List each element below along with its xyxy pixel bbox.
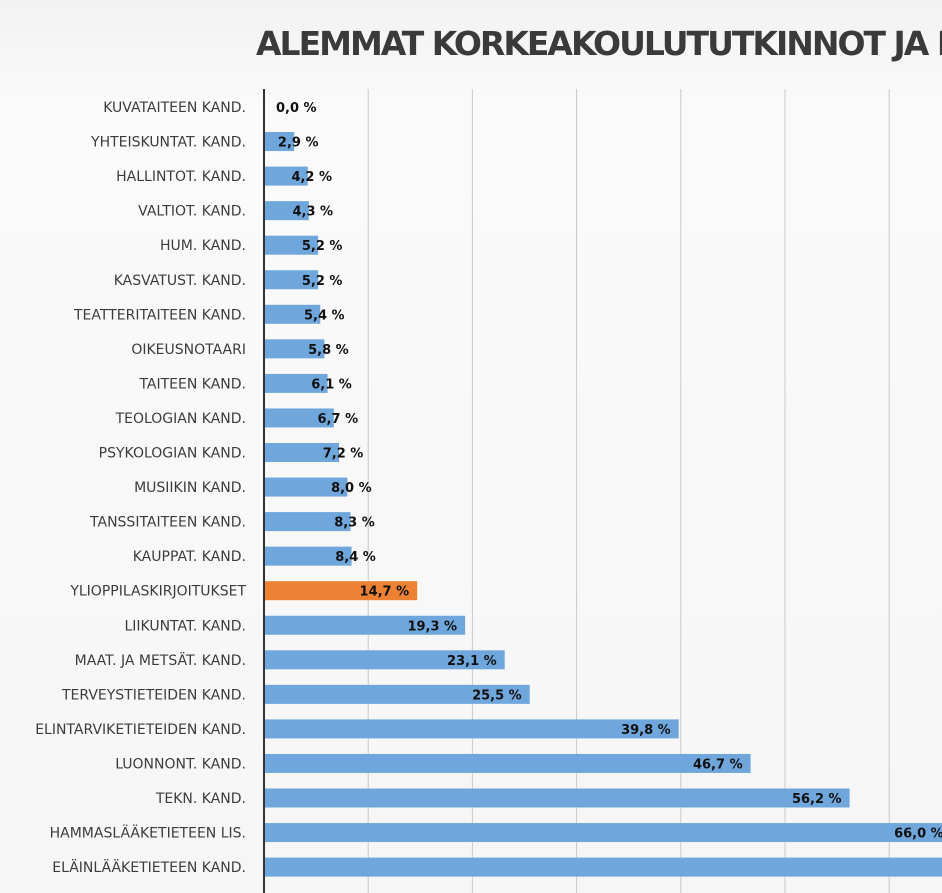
value-label: 4,3 % — [293, 205, 334, 220]
value-label: 14,7 % — [360, 585, 410, 600]
category-label: TANSSITAITEEN KAND. — [89, 515, 246, 531]
value-label: 56,2 % — [792, 792, 842, 807]
category-label: MAAT. JA METSÄT. KAND. — [75, 651, 246, 669]
bar — [264, 373, 328, 393]
bar — [264, 201, 309, 221]
category-label: KAUPPAT. KAND. — [133, 549, 246, 565]
category-label: ELÄINLÄÄKETIETEEN KAND. — [52, 858, 246, 876]
value-label: 0,0 % — [276, 101, 317, 116]
category-label: PSYKOLOGIAN KAND. — [99, 446, 246, 462]
category-label: MUSIIKIN KAND. — [134, 480, 246, 496]
category-label: KASVATUST. KAND. — [114, 273, 246, 289]
category-label: YLIOPPILASKIRJOITUKSET — [69, 584, 246, 600]
value-label: 23,1 % — [447, 654, 497, 669]
category-label: LIIKUNTAT. KAND. — [124, 618, 246, 634]
chart-title: ALEMMAT KORKEAKOULUTUTKINNOT JA KE — [256, 24, 942, 63]
value-label: 8,4 % — [335, 550, 376, 565]
value-label: 25,5 % — [472, 688, 522, 703]
value-label: 39,8 % — [621, 723, 671, 738]
category-label: YHTEISKUNTAT. KAND. — [90, 135, 246, 151]
bar — [264, 408, 334, 428]
category-label: TEKN. KAND. — [155, 791, 246, 807]
category-label: HALLINTOT. KAND. — [116, 169, 246, 185]
bar — [264, 823, 942, 843]
value-label: 66,0 % — [894, 827, 942, 842]
bar — [264, 857, 942, 877]
category-label: KUVATAITEEN KAND. — [103, 100, 246, 116]
bar — [264, 166, 308, 186]
category-label: OIKEUSNOTAARI — [131, 342, 246, 358]
category-label: HUM. KAND. — [160, 238, 246, 254]
bar — [264, 788, 850, 808]
value-label: 7,2 % — [323, 447, 364, 462]
bar — [264, 339, 325, 359]
bar — [264, 443, 340, 462]
category-label: TAITEEN KAND. — [138, 376, 246, 392]
value-label: 2,9 % — [278, 136, 319, 151]
bar — [264, 650, 505, 670]
bar — [264, 235, 319, 255]
bar — [264, 477, 348, 497]
value-label: 8,0 % — [331, 481, 372, 496]
value-label: 5,2 % — [302, 239, 343, 254]
category-label: TERVEYSTIETEIDEN KAND. — [61, 687, 246, 703]
value-label: 19,3 % — [407, 619, 457, 634]
category-label: TEATTERITAITEEN KAND. — [73, 307, 246, 323]
value-label: 6,1 % — [311, 377, 352, 392]
category-label: HAMMASLÄÄKETIETEEN LIS. — [50, 824, 246, 842]
bar — [264, 132, 295, 152]
bar — [264, 615, 466, 635]
value-label: 46,7 % — [693, 757, 743, 772]
value-label: 6,7 % — [318, 412, 359, 427]
category-label: ELINTARVIKETIETEIDEN KAND. — [35, 722, 246, 738]
bar — [264, 546, 352, 566]
bar — [264, 684, 530, 704]
value-label: 5,4 % — [304, 308, 345, 323]
bar — [264, 581, 418, 601]
category-label: LUONNONT. KAND. — [115, 756, 246, 772]
value-label: 5,2 % — [302, 274, 343, 289]
bar — [264, 753, 751, 773]
bar — [264, 304, 321, 324]
category-label: TEOLOGIAN KAND. — [115, 411, 246, 427]
value-label: 4,2 % — [291, 170, 332, 185]
value-label: 5,8 % — [308, 343, 349, 358]
bar — [264, 512, 351, 532]
value-label: 8,3 % — [334, 516, 375, 531]
category-label: VALTIOT. KAND. — [138, 204, 246, 220]
bar — [264, 719, 679, 739]
bar — [264, 270, 319, 290]
